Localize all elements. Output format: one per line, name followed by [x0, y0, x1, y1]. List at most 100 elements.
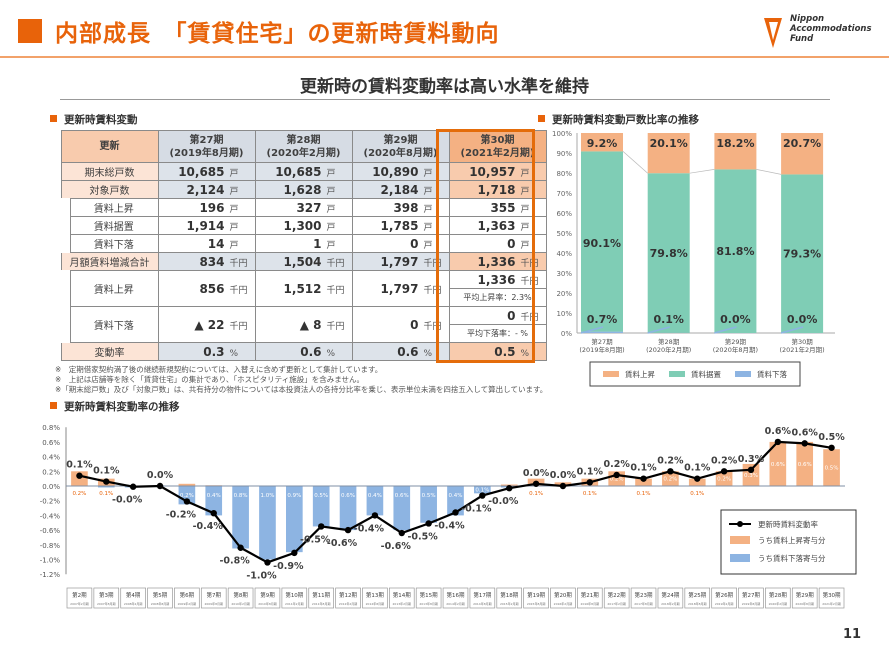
down-marker — [647, 326, 670, 334]
bar-segment — [581, 331, 623, 333]
x-tick-box — [738, 587, 764, 609]
rate-point — [640, 475, 647, 482]
x-tick-box — [442, 587, 469, 609]
rate-point — [398, 529, 405, 537]
down-bar — [474, 486, 491, 494]
y-tick-label: 0% — [561, 330, 572, 338]
subtitle: 更新時の賃料変動率は高い水準を維持 — [300, 77, 589, 97]
x-tick-box — [791, 587, 818, 609]
table-cell: 1,336 千円 — [448, 252, 547, 271]
x-tick-date: 2014年2月期 — [446, 601, 465, 606]
x-tick-date: 2019年2月期 — [715, 601, 734, 606]
table-cell: 14 戸 — [157, 234, 256, 253]
x-tick-label: 第21期 — [581, 591, 599, 599]
x-tick-label: 第23期 — [635, 591, 653, 599]
table-cell: 355 戸 — [448, 198, 547, 217]
y-tick-label: 30% — [556, 270, 572, 278]
y-tick-label: -0.4% — [40, 512, 61, 520]
x-tick-box — [657, 587, 684, 609]
down-bar — [366, 486, 384, 516]
rate-label: 0.1% — [66, 460, 93, 471]
table-cell: 1,363 戸 — [448, 216, 547, 235]
rate-label: 0.5% — [818, 432, 845, 443]
rate-point — [129, 483, 137, 490]
x-tick-label: 第26期 — [715, 591, 733, 599]
x-tick-label: 第7期 — [206, 591, 221, 599]
rate-point — [425, 520, 432, 527]
x-tick-label: 第12期 — [339, 591, 357, 599]
x-tick-date: 2010年2月期 — [231, 601, 250, 606]
trend-chart: -1.2%-1.0%-0.8%-0.6%-0.4%-0.2%0.0%0.2%0.… — [40, 424, 857, 609]
rate-label: 0.2% — [603, 459, 630, 470]
y-tick-label: -0.8% — [40, 542, 61, 550]
data-label: 20.7% — [783, 137, 821, 150]
rate-label: -0.9% — [273, 561, 304, 572]
bar-segment — [714, 169, 757, 333]
up-bar-label: 0.1% — [690, 491, 704, 497]
up-bar — [178, 483, 196, 486]
y-tick-label: 90% — [556, 150, 572, 158]
data-label: 0.0% — [787, 313, 818, 326]
down-bar-label: 0.5% — [314, 493, 328, 499]
table-cell: 834 千円 — [157, 252, 256, 271]
table-row: 賃料上昇 856 千円 1,512 千円 1,797 千円 1,336 千円 — [52, 270, 547, 307]
rate-label: 0.1% — [93, 466, 120, 477]
data-label: 0.1% — [653, 313, 684, 326]
table-cell: 10,685 戸 — [157, 162, 256, 181]
x-tick-date: 2019年8月期 — [742, 601, 761, 606]
x-tick-date: 2018年2月期 — [661, 601, 680, 606]
x-tick-label: (2020年2月期) — [646, 345, 691, 354]
up-bar-label: 0.1% — [637, 491, 651, 497]
data-label: 0.0% — [720, 313, 751, 326]
up-bar-label: 0.2% — [610, 477, 624, 483]
x-tick-date: 2011年2月期 — [285, 601, 304, 606]
down-bar — [393, 486, 411, 531]
x-tick-date: 2015年8月期 — [527, 601, 546, 606]
y-tick-label: 50% — [556, 230, 572, 238]
up-bar — [796, 441, 814, 486]
row-label: 賃料下落 — [52, 306, 159, 343]
bar-segment — [581, 133, 623, 152]
rate-point — [452, 509, 459, 516]
table-cell: 2,184 戸 — [351, 180, 450, 199]
x-tick-date: 2008年2月期 — [124, 601, 143, 606]
y-tick-label: 70% — [556, 190, 572, 198]
rate-label: 0.1% — [630, 463, 657, 474]
table-row: 変動率 0.3% 0.6% 0.6% 0.5% — [60, 342, 547, 361]
data-label: 81.8% — [716, 245, 754, 258]
y-tick-label: -1.2% — [40, 571, 61, 579]
table-cell: 1,336 千円 — [448, 270, 547, 289]
bar-segment — [647, 133, 690, 174]
data-label: 0.7% — [587, 313, 618, 326]
rate-point — [344, 526, 352, 534]
subtitle-underline — [60, 99, 830, 100]
legend-swatch — [735, 371, 751, 377]
rate-label: 0.0% — [523, 468, 550, 479]
x-tick-label: 第27期 — [591, 337, 613, 346]
data-label: 9.2% — [587, 137, 618, 150]
down-bar — [286, 486, 303, 553]
x-tick-box — [577, 587, 603, 609]
footnote: ※「期末総戸数」及び「対象戸数」は、共有持分の物件については本投資法人の各持分比… — [55, 385, 548, 394]
x-tick-label: 第8期 — [233, 591, 248, 599]
legend-label: うち賃料下落寄与分 — [758, 553, 826, 563]
x-tick-label: 第28期 — [769, 591, 787, 599]
row-label: 賃料下落 — [52, 234, 159, 253]
x-tick-date: 2008年8月期 — [151, 601, 170, 606]
rate-label: -0.5% — [407, 531, 438, 542]
rate-label: 0.6% — [792, 427, 819, 438]
x-tick-date: 2015年2月期 — [500, 601, 519, 606]
rate-point — [828, 444, 835, 451]
rate-point — [667, 468, 674, 475]
x-tick-box — [388, 587, 415, 609]
x-tick-box — [254, 587, 281, 609]
bar-segment — [781, 174, 824, 333]
down-marker — [714, 326, 737, 334]
rate-point — [801, 440, 808, 447]
row-label: 賃料上昇 — [52, 270, 159, 307]
y-tick-label: 0.6% — [42, 439, 60, 447]
table-cell: 1,797 千円 — [351, 252, 450, 271]
up-bar-label: 0.6% — [771, 462, 785, 468]
rate-point — [237, 544, 244, 551]
